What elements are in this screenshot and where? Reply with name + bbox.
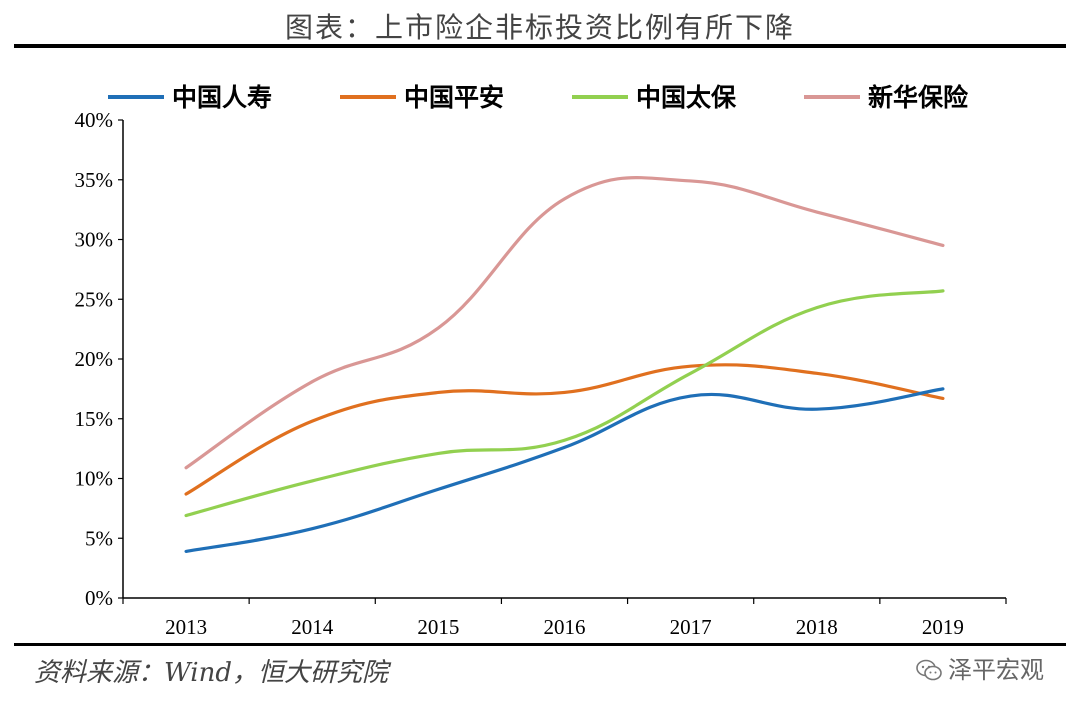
y-tick-label: 5%	[85, 526, 113, 550]
data-point	[437, 488, 440, 491]
data-point	[815, 210, 818, 213]
x-tick-label: 2018	[796, 615, 838, 639]
data-point	[941, 244, 944, 247]
legend-label: 中国平安	[404, 83, 504, 112]
series-line-3	[184, 289, 945, 518]
data-point	[941, 387, 944, 390]
legend-label: 中国太保	[636, 83, 737, 112]
series-lines	[184, 176, 945, 553]
top-rule	[14, 44, 1066, 48]
x-tick-label: 2019	[922, 615, 964, 639]
data-point	[563, 391, 566, 394]
data-point	[689, 365, 692, 368]
series-line-4	[184, 176, 945, 470]
data-point	[311, 420, 314, 423]
y-tick-label: 40%	[75, 108, 114, 132]
data-point	[815, 372, 818, 375]
data-point	[941, 289, 944, 292]
data-point	[815, 306, 818, 309]
data-point	[563, 446, 566, 449]
data-point	[563, 439, 566, 442]
data-point	[563, 197, 566, 200]
x-tick-label: 2017	[670, 615, 712, 639]
data-point	[184, 550, 187, 553]
chart-title: 图表：上市险企非标投资比例有所下降	[284, 11, 795, 44]
y-tick-label: 20%	[75, 347, 114, 371]
y-tick-label: 25%	[75, 287, 114, 311]
legend-label: 新华保险	[868, 83, 969, 112]
wechat-icon	[916, 659, 942, 681]
data-point	[689, 179, 692, 182]
data-point	[437, 326, 440, 329]
watermark-text: 泽平宏观	[948, 656, 1044, 684]
data-point	[311, 479, 314, 482]
series-line-1	[184, 387, 945, 553]
data-point	[437, 452, 440, 455]
source-note: 资料来源：Wind，恒大研究院	[34, 658, 388, 688]
y-tick-label: 15%	[75, 407, 114, 431]
legend-label: 中国人寿	[172, 83, 272, 112]
x-tick-label: 2013	[165, 615, 207, 639]
data-point	[184, 492, 187, 495]
watermark: 泽平宏观	[916, 650, 1044, 685]
y-tick-label: 10%	[75, 467, 114, 491]
y-tick-label: 30%	[75, 228, 114, 252]
data-point	[437, 391, 440, 394]
data-point	[311, 527, 314, 530]
y-tick-label: 0%	[85, 586, 113, 610]
x-tick-label: 2014	[291, 615, 334, 639]
data-point	[689, 394, 692, 397]
data-point	[941, 397, 944, 400]
axes: 0% 5% 10% 15% 20% 25% 30% 35% 40% 2013 2014 2015 201…	[75, 108, 1007, 639]
bottom-rule	[14, 643, 1066, 646]
legend: 中国人寿 中国平安 中国太保 新华保险	[108, 83, 969, 112]
data-point	[184, 466, 187, 469]
data-point	[815, 408, 818, 411]
x-tick-label: 2016	[544, 615, 586, 639]
data-point	[184, 514, 187, 517]
x-tick-label: 2015	[417, 615, 459, 639]
series-line-2	[184, 363, 945, 496]
data-point	[311, 380, 314, 383]
y-tick-label: 35%	[75, 168, 114, 192]
data-point	[689, 372, 692, 375]
